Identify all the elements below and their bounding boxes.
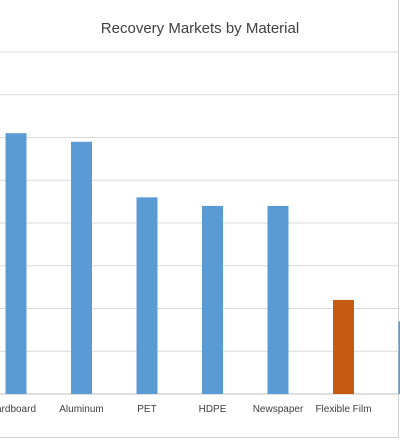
x-tick-label-0: ardboard bbox=[0, 404, 36, 415]
x-tick-label-4: Newspaper bbox=[253, 404, 304, 415]
x-tick-label-5: Flexible Film bbox=[315, 404, 371, 415]
bar-1 bbox=[71, 141, 92, 394]
x-tick-label-1: Aluminum bbox=[59, 404, 103, 415]
bar-3 bbox=[202, 205, 223, 394]
bar-5 bbox=[333, 299, 354, 394]
bar-2 bbox=[136, 197, 158, 394]
bar-4 bbox=[267, 205, 289, 394]
x-tick-label-2: PET bbox=[137, 404, 156, 415]
chart-title: Recovery Markets by Material bbox=[100, 20, 300, 37]
bar-0 bbox=[5, 133, 27, 394]
x-tick-label-3: HDPE bbox=[199, 404, 227, 415]
bar-6 bbox=[398, 321, 400, 394]
